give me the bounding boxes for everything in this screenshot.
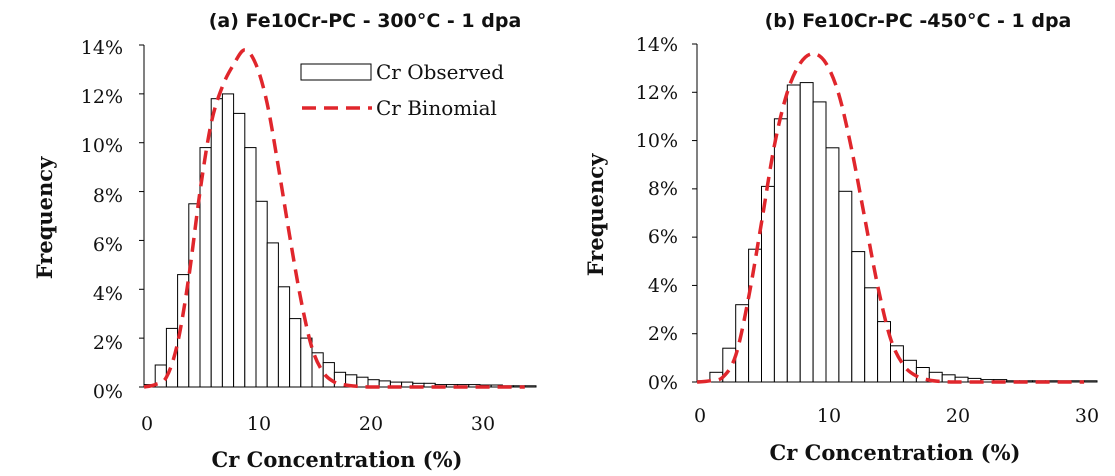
panel-b-xtick-20: 20	[946, 405, 970, 427]
panel-a-ytick-8: 8%	[93, 185, 123, 207]
panel-a-ytick-0: 0%	[93, 381, 123, 403]
legend-binomial-label: Cr Binomial	[376, 96, 497, 120]
panel-b-ytick-14: 14%	[636, 34, 678, 56]
panel-a-bar	[322, 362, 335, 388]
panel-b-bar	[851, 251, 866, 383]
panel-a-y-axis-label: Frequency	[32, 156, 57, 279]
panel-a-bar	[244, 147, 257, 388]
panel-a-bar	[233, 112, 246, 388]
panel-a-title: (a) Fe10Cr-PC - 300°C - 1 dpa	[209, 10, 522, 32]
panel-a-ytick-6: 6%	[93, 234, 123, 256]
panel-a-ytick-14: 14%	[81, 37, 123, 59]
panel-a-bar	[289, 318, 302, 388]
legend-observed-label: Cr Observed	[376, 60, 504, 84]
panel-a-xtick-30: 30	[471, 413, 495, 435]
panel-a-bar	[210, 98, 223, 388]
panel-b-ytick-8: 8%	[648, 178, 678, 200]
panel-b-ytick-12: 12%	[636, 82, 678, 104]
panel-a: (a) Fe10Cr-PC - 300°C - 1 dpa 14% 12% 10…	[32, 10, 537, 472]
legend-observed-swatch	[300, 63, 372, 81]
panel-a-bar	[255, 200, 268, 388]
panel-a-bar	[221, 93, 235, 388]
panel-b-binomial-curve	[696, 51, 1085, 384]
panel-b-bar	[825, 147, 840, 383]
panel-b-y-axis-label: Frequency	[583, 153, 608, 276]
panel-a-bar	[165, 327, 179, 388]
panel-a-xtick-0: 0	[141, 413, 153, 435]
panel-b-bar	[799, 82, 814, 383]
panel-b-bar	[786, 84, 801, 383]
panel-b-bar	[773, 118, 788, 383]
panel-b-xtick-30: 30	[1075, 405, 1099, 427]
panel-b-bar	[838, 190, 853, 383]
panel-a-xtick-10: 10	[247, 413, 271, 435]
panel-a-ytick-10: 10%	[81, 135, 123, 157]
panel-b-ytick-10: 10%	[636, 130, 678, 152]
panel-b-title: (b) Fe10Cr-PC -450°C - 1 dpa	[765, 10, 1072, 32]
legend: Cr Observed Cr Binomial	[300, 60, 504, 120]
panel-a-bar	[277, 286, 291, 388]
panel-b-bar	[812, 101, 827, 383]
panel-a-x-axis-label: Cr Concentration (%)	[212, 447, 463, 472]
panel-b-bar	[761, 185, 775, 383]
panel-a-bar	[188, 203, 201, 388]
panel-b-ytick-0: 0%	[648, 372, 678, 394]
panel-b-x-axis-label: Cr Concentration (%)	[770, 440, 1021, 465]
panel-a-ytick-12: 12%	[81, 86, 123, 108]
panel-a-ytick-4: 4%	[93, 283, 123, 305]
panel-b: (b) Fe10Cr-PC -450°C - 1 dpa 14% 12% 10%…	[583, 10, 1099, 465]
panel-b-ytick-4: 4%	[648, 275, 678, 297]
panel-a-binomial-curve	[143, 48, 525, 389]
panel-a-bar	[266, 242, 279, 388]
panel-a-xtick-20: 20	[359, 413, 383, 435]
panel-a-ytick-2: 2%	[93, 332, 123, 354]
panel-b-ytick-2: 2%	[648, 323, 678, 345]
panel-b-xtick-10: 10	[817, 405, 841, 427]
panel-b-bar	[864, 287, 879, 383]
panel-b-xtick-0: 0	[694, 405, 706, 427]
panel-b-ytick-6: 6%	[648, 226, 678, 248]
